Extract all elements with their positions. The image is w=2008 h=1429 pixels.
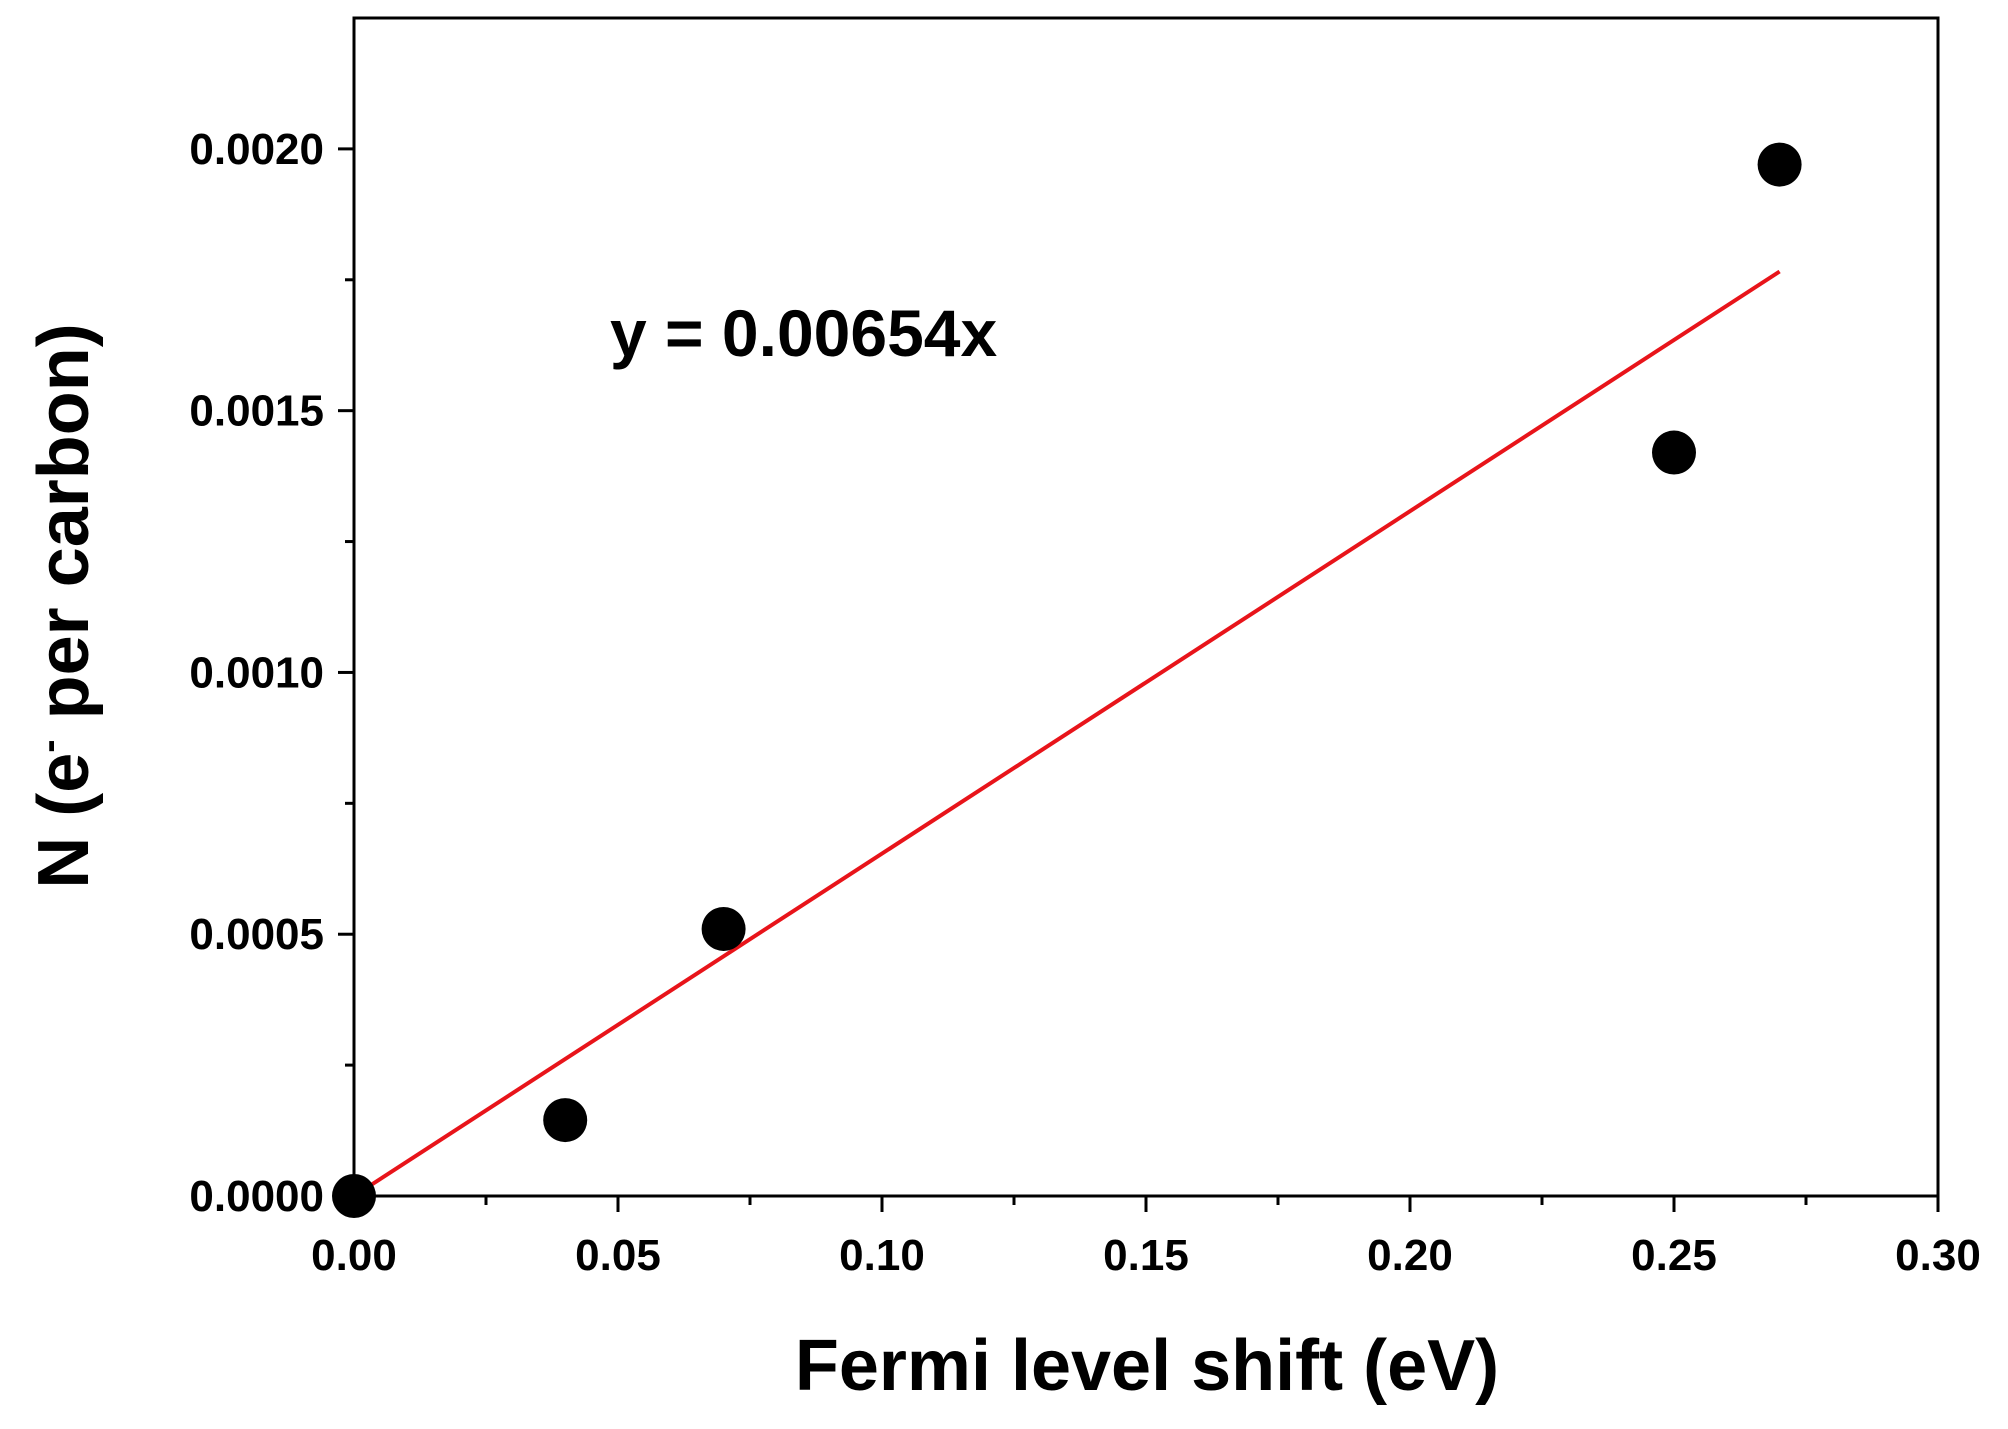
fit-line-layer [352, 269, 1781, 1198]
data-point [1652, 430, 1696, 475]
y-tick-label: 0.0020 [189, 125, 324, 174]
data-points [332, 142, 1802, 1218]
y-axis-title-suffix: per carbon) [24, 323, 104, 739]
x-tick-label: 0.20 [1367, 1231, 1453, 1280]
data-point [543, 1098, 588, 1143]
plot-frame [352, 16, 1940, 1198]
y-tick-label: 0.0015 [189, 387, 324, 436]
y-tick-label: 0.0010 [189, 648, 324, 697]
fit-line [352, 269, 1781, 1198]
x-tick-label: 0.05 [575, 1231, 661, 1280]
x-tick-label: 0.25 [1631, 1231, 1717, 1280]
y-tick-label: 0.0000 [189, 1172, 324, 1221]
x-tick-label: 0.30 [1895, 1231, 1981, 1280]
y-tick-label: 0.0005 [189, 910, 324, 959]
tick-labels: 0.00 0.05 0.10 0.15 0.20 0.25 0.30 0.0000 0.0005… [189, 125, 1980, 1280]
y-axis-title-prefix: N (e [24, 753, 104, 889]
data-point [701, 906, 746, 951]
x-tick-label: 0.00 [311, 1231, 397, 1280]
x-tick-label: 0.10 [839, 1231, 925, 1280]
y-axis-title: N (e- per carbon) [24, 323, 104, 888]
fit-equation: y = 0.00654x [610, 296, 997, 370]
y-axis-title-superscript: - [27, 739, 71, 752]
data-point [1757, 142, 1802, 187]
x-axis-title: Fermi level shift (eV) [795, 1326, 1499, 1406]
x-tick-label: 0.15 [1103, 1231, 1189, 1280]
